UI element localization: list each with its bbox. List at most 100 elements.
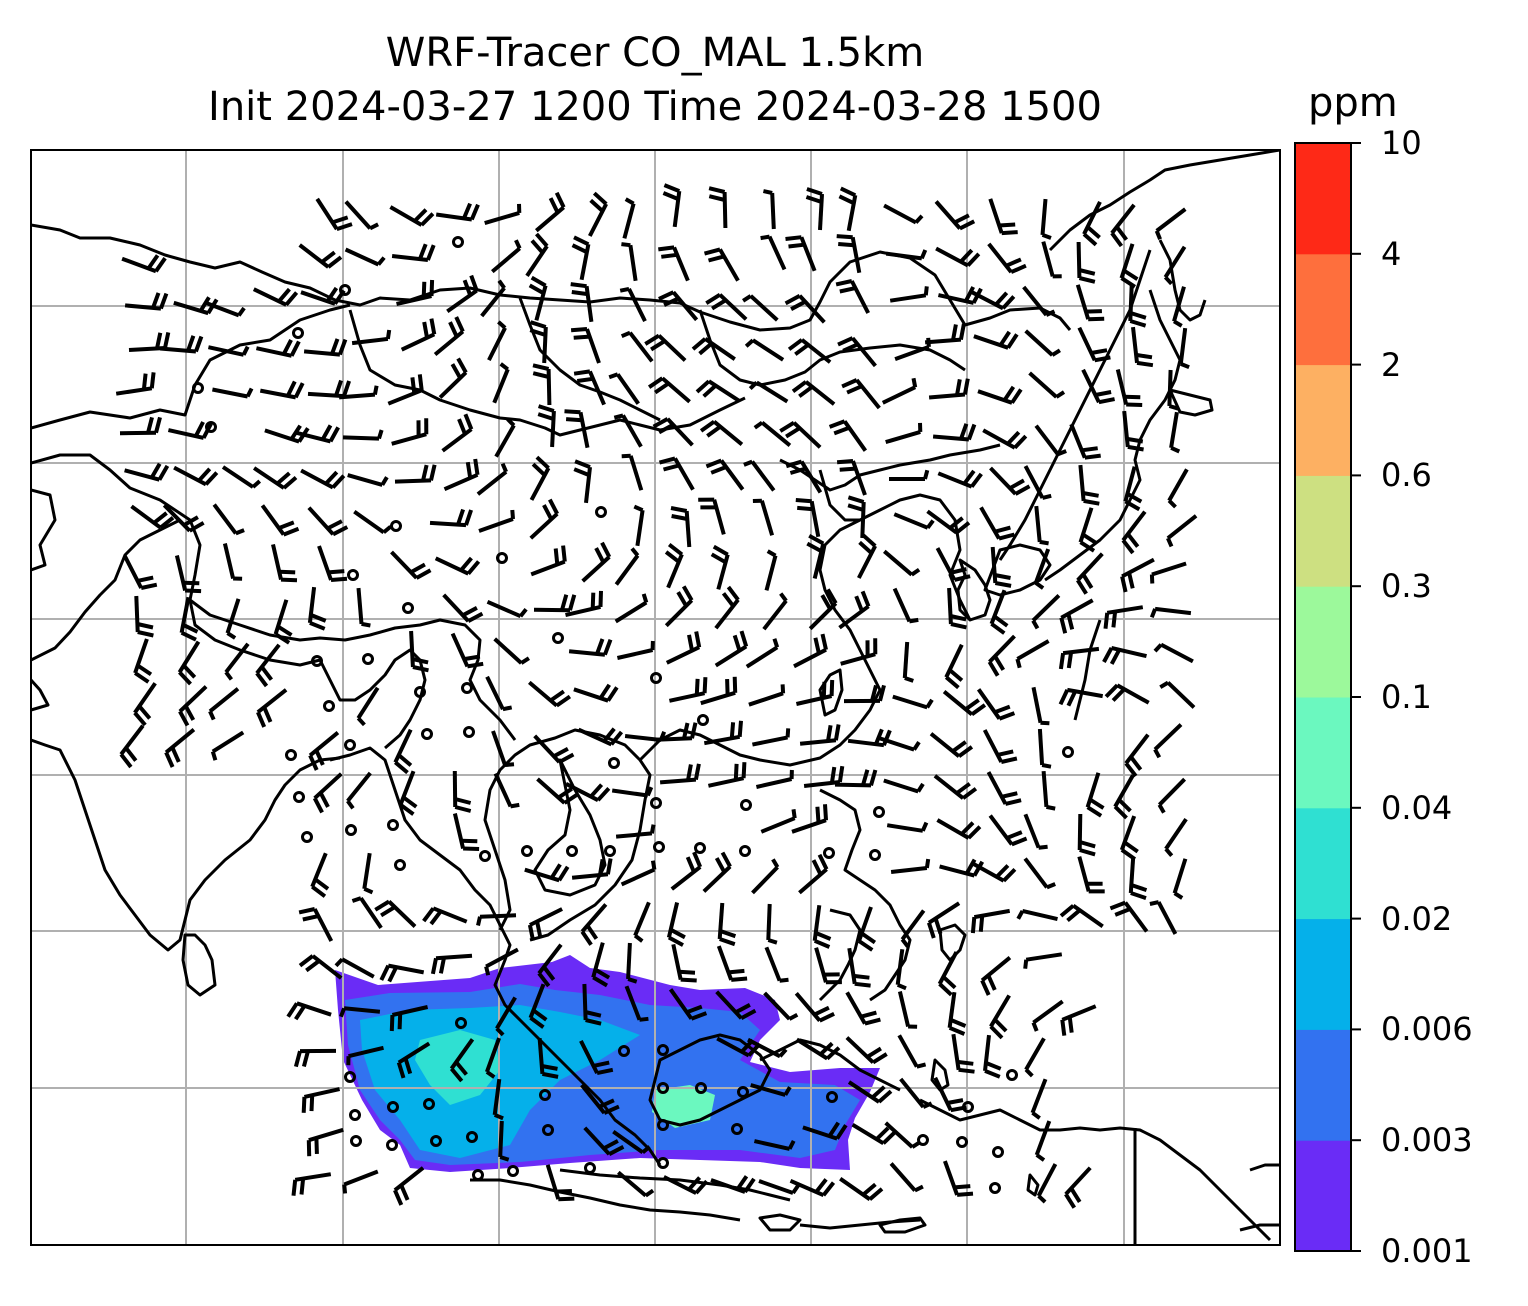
colorbar-segment [1295,697,1351,809]
wind-barb-icon [389,205,435,227]
wind-barb-icon [1059,598,1094,634]
wind-barb-icon [799,724,841,746]
wind-barb-icon [753,420,792,447]
calm-circle-icon [618,1045,630,1057]
calm-circle-icon [826,1091,838,1103]
wind-barb-icon [528,275,548,321]
colorbar-tick-label: 4 [1381,234,1402,273]
calm-circle-icon [992,1146,1004,1158]
wind-barb-icon [582,983,602,1026]
calm-circle-icon [657,1157,669,1169]
wind-barb-icon [851,1122,897,1146]
calm-circle-icon [1006,1069,1018,1081]
colorbar-segment [1295,1140,1351,1252]
calm-circle-icon [737,1086,749,1098]
colorbar-tick-label: 0.003 [1381,1121,1473,1160]
calm-circle-icon [472,1169,484,1181]
wind-barb-icon [119,724,145,769]
wind-barb-icon [1016,908,1058,922]
wind-barb-icon [899,1077,933,1109]
wind-barb-icon [545,1164,575,1202]
wind-barb-icon [115,372,156,396]
wind-barb-icon [970,289,1016,311]
wind-barb-icon [670,506,692,548]
calm-circle-icon [347,569,359,581]
wind-barb-icon [133,638,153,684]
wind-barb-icon [926,509,971,535]
wind-barb-icon [644,333,687,362]
calm-circle-icon [339,284,351,296]
wind-barb-icon [390,550,432,580]
wind-barb-icon [980,956,1012,996]
wind-barb-icon [577,727,624,747]
wind-barb-icon [766,903,778,945]
wind-barb-icon [1104,683,1150,705]
wind-barb-icon [883,549,921,577]
colorbar-tick-label: 10 [1381,124,1422,162]
wind-barb-icon [614,547,640,586]
wind-barb-icon [608,372,640,405]
wind-barb-icon [668,677,708,703]
wind-barb-icon [840,638,878,666]
calm-circle-icon [323,700,335,712]
wind-barb-icon [310,852,330,898]
wind-barb-icon [452,813,480,851]
wind-barb-icon [977,385,1023,405]
wind-barb-icon [806,534,826,579]
wind-barb-icon [620,330,654,363]
wind-barb-icon [932,423,977,442]
colorbar-segment [1295,1029,1351,1141]
wind-barb-icon [787,338,832,364]
wind-barb-icon [133,682,157,727]
wind-barb-icon [989,466,1031,496]
wind-barb-icon [1030,1078,1048,1120]
calm-circle-icon [386,1139,398,1151]
wind-barb-icon [1041,241,1062,279]
wind-barb-icon [1153,723,1183,759]
wind-barb-icon [937,469,983,489]
wind-barb-icon [342,429,384,441]
colorbar-unit-label: ppm [1308,80,1398,126]
wind-barb-icon [784,294,826,324]
wind-barb-icon [422,906,468,926]
wind-barb-icon [752,498,775,536]
wind-barb-icon [714,630,749,668]
wind-barb-icon [700,676,738,706]
wind-barb-icon [1157,777,1187,814]
wind-barb-icon [346,771,372,810]
wind-barb-icon [747,1037,788,1059]
wind-barb-icon [492,362,510,404]
calm-circle-icon [917,1134,929,1146]
wind-barb-icon [1077,813,1096,857]
wind-barb-icon [1109,900,1149,933]
wind-barb-icon [121,254,167,274]
wind-barb-icon [1167,468,1189,509]
wind-barb-icon [976,688,1016,721]
wind-barb-icon [986,771,1022,806]
wind-barb-icon [828,419,868,452]
wind-barb-icon [565,590,603,618]
wind-barb-icon [530,545,567,577]
wind-barb-icon [580,1083,620,1115]
wind-barb-icon [1115,369,1143,407]
wind-barb-icon [536,777,579,805]
wind-barb-icon [178,685,208,727]
wind-barb-icon [611,786,654,798]
wind-barb-icon [947,587,967,630]
wind-barb-icon [221,465,262,489]
wind-barb-icon [334,957,375,979]
wind-barb-icon [260,504,300,537]
wind-barb-icon [295,424,340,444]
wind-barb-icon [885,249,928,261]
calm-circle-icon [387,819,399,831]
wind-barb-icon [379,963,425,983]
wind-barb-icon [1153,642,1194,664]
calm-circle-icon [595,506,607,518]
calm-circle-icon [823,847,835,859]
wind-barb-icon [892,587,919,624]
wind-barb-icon [890,858,931,874]
wind-barb-icon [1077,856,1105,894]
wind-barb-icon [1033,548,1051,590]
wind-barb-icon [889,1162,924,1193]
wind-barb-icon [1103,605,1144,629]
